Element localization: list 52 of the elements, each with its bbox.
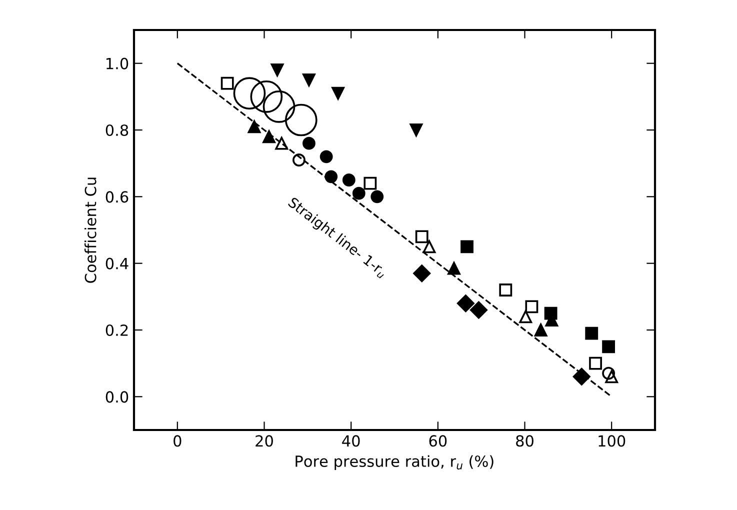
point [410, 124, 423, 136]
y-tick-label: 0.2 [106, 324, 128, 336]
point [370, 190, 384, 204]
point [248, 120, 261, 134]
point [262, 90, 296, 123]
point [602, 340, 616, 354]
x-tick-label: 80 [516, 435, 534, 447]
point [499, 284, 512, 296]
y-tick-label: 0.6 [106, 191, 128, 203]
y-tick-label: 0.8 [106, 124, 128, 136]
point [233, 77, 266, 110]
point [302, 74, 316, 86]
point [250, 80, 283, 113]
annotation: Straight line- 1-r$_{u}$ [286, 196, 388, 280]
point [534, 324, 548, 336]
point [332, 86, 345, 100]
point [364, 176, 377, 190]
point [284, 104, 318, 136]
point [456, 294, 474, 312]
point [262, 130, 276, 144]
point [605, 370, 618, 384]
x-tick-label: 60 [429, 435, 447, 447]
point [470, 301, 488, 319]
point [320, 150, 333, 164]
y-tick-label: 1.0 [106, 58, 128, 70]
point [448, 262, 460, 275]
y-axis-title: Coefficient Cu [84, 178, 96, 283]
point [519, 310, 532, 324]
point [302, 136, 316, 150]
point [292, 154, 306, 166]
point [352, 186, 366, 200]
point [324, 170, 338, 184]
point [525, 300, 538, 314]
x-tick-label: 100 [598, 435, 626, 447]
x-tick-label: 20 [256, 435, 273, 447]
point [220, 76, 234, 90]
point [342, 174, 356, 186]
point [602, 366, 616, 380]
point [460, 240, 474, 254]
point [413, 264, 431, 282]
point [422, 240, 436, 254]
point [270, 64, 284, 76]
y-tick-label: 0.0 [106, 391, 128, 403]
x-tick-label: 0 [174, 435, 182, 447]
point [415, 230, 428, 244]
point [589, 356, 602, 370]
point [572, 368, 590, 386]
point [275, 136, 288, 150]
x-tick-label: 40 [342, 435, 360, 447]
x-axis-title: Pore pressure ratio, r$_{u}$ (%) [296, 455, 494, 470]
y-tick-label: 0.4 [106, 258, 128, 270]
point [585, 326, 598, 340]
